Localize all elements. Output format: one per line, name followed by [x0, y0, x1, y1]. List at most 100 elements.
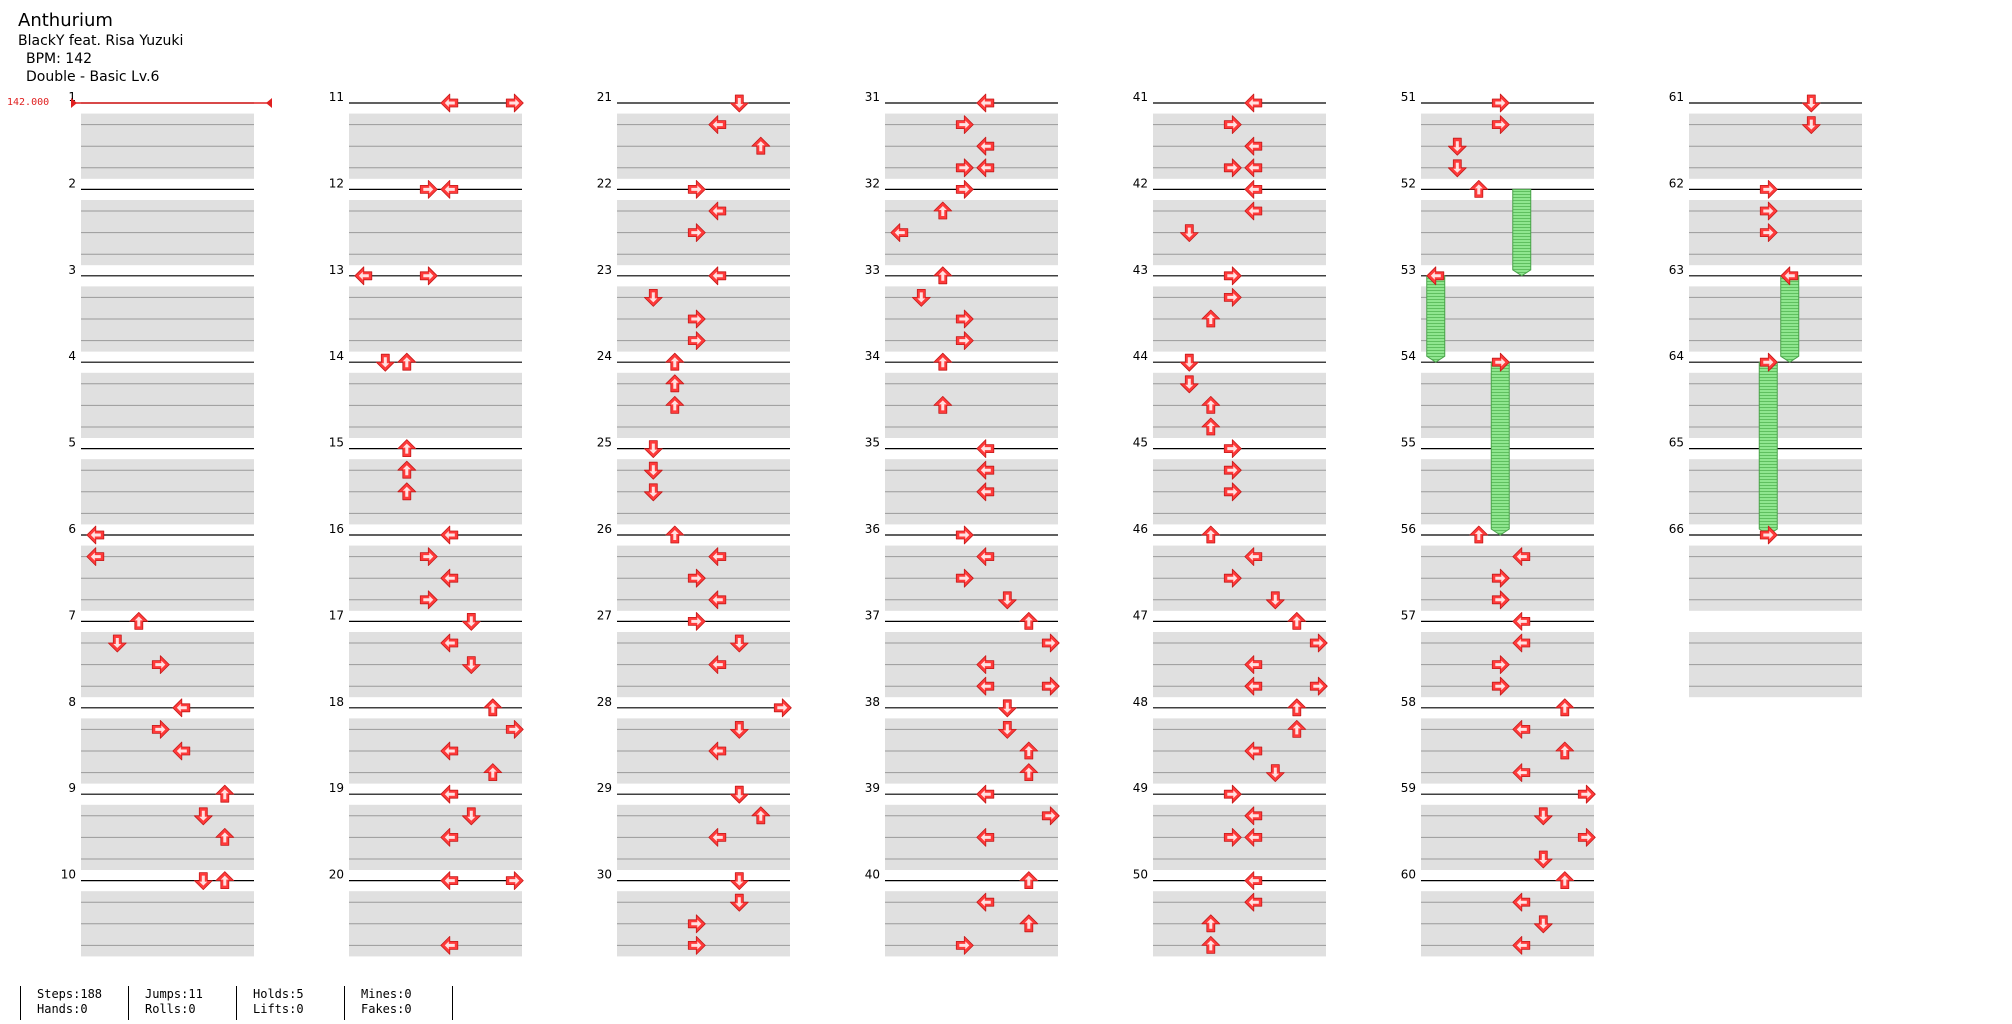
- arrow-left-icon: [354, 266, 373, 286]
- measure-number: 25: [597, 436, 612, 450]
- arrow-up-icon: [751, 136, 771, 155]
- measure-number: 65: [1669, 436, 1684, 450]
- measure-number: 50: [1133, 868, 1148, 882]
- arrow-left-icon: [1244, 179, 1263, 199]
- arrow-right-icon: [955, 525, 974, 545]
- arrow-left-icon: [708, 115, 727, 134]
- measure: 15: [329, 436, 522, 525]
- arrow-left-icon: [1244, 136, 1263, 156]
- arrow-left-icon: [708, 201, 727, 221]
- chart-difficulty: Double - Basic Lv.6: [26, 69, 160, 85]
- measure-number: 54: [1401, 349, 1416, 363]
- arrow-down-icon: [729, 893, 749, 912]
- arrow-down-icon: [1179, 353, 1199, 372]
- arrow-left-icon: [172, 741, 191, 761]
- arrow-left-icon: [976, 547, 995, 566]
- arrow-left-icon: [976, 828, 995, 847]
- measure: 46: [1133, 522, 1326, 611]
- arrow-right-icon: [687, 223, 706, 243]
- measure-number: 38: [865, 695, 880, 709]
- measure: 9: [68, 781, 254, 870]
- arrow-left-icon: [1244, 871, 1263, 890]
- arrow-right-icon: [419, 179, 438, 199]
- arrow-up-icon: [129, 612, 149, 630]
- measure-number: 48: [1133, 695, 1148, 709]
- measure-number: 33: [865, 263, 880, 277]
- measure: 19: [329, 781, 522, 870]
- arrow-right-icon: [1223, 460, 1242, 480]
- arrow-right-icon: [687, 568, 706, 588]
- arrow-up-icon: [1201, 395, 1221, 414]
- arrow-up-icon: [1201, 417, 1221, 436]
- arrow-right-icon: [687, 179, 706, 199]
- measure: [1689, 632, 1862, 698]
- stat-cell: Steps:188 Hands:0: [20, 986, 128, 1020]
- measure: 18: [329, 695, 522, 784]
- arrow-down-icon: [643, 288, 663, 307]
- stat-value: Rolls:0: [145, 1002, 196, 1016]
- arrow-left-icon: [976, 482, 995, 502]
- stat-value: Fakes:0: [361, 1002, 412, 1016]
- arrow-right-icon: [1577, 784, 1596, 804]
- arrow-right-icon: [1491, 676, 1510, 696]
- arrow-right-icon: [687, 309, 706, 329]
- arrow-down-icon: [1533, 915, 1553, 934]
- arrow-up-icon: [1201, 525, 1221, 544]
- measure-number: 29: [597, 781, 612, 795]
- arrow-down-icon: [1265, 764, 1285, 782]
- arrow-left-icon: [440, 871, 459, 890]
- measure: 43: [1133, 263, 1326, 352]
- arrow-up-icon: [1019, 741, 1039, 760]
- arrow-left-icon: [976, 93, 995, 113]
- measure: 29: [597, 781, 790, 870]
- measure-number: 36: [865, 522, 880, 536]
- measure-number: 22: [597, 176, 612, 190]
- measure: 22: [597, 176, 790, 266]
- arrow-up-icon: [1555, 698, 1575, 717]
- stat-cell: Mines:0 Fakes:0: [344, 986, 452, 1020]
- measure: 26: [597, 522, 790, 611]
- arrow-down-icon: [643, 461, 663, 480]
- arrow-up-icon: [665, 525, 685, 544]
- arrow-left-icon: [1512, 936, 1531, 955]
- arrow-down-icon: [911, 288, 931, 307]
- arrow-up-icon: [215, 828, 235, 846]
- arrow-up-icon: [751, 806, 771, 825]
- arrow-left-icon: [976, 460, 995, 480]
- arrow-up-icon: [1201, 936, 1221, 954]
- arrow-down-icon: [1179, 375, 1199, 394]
- measure-number: 41: [1133, 90, 1148, 104]
- arrow-left-icon: [1512, 547, 1531, 566]
- arrow-down-icon: [461, 807, 481, 826]
- arrow-up-icon: [665, 395, 685, 414]
- arrow-right-icon: [1491, 93, 1510, 113]
- arrow-right-icon: [955, 158, 974, 178]
- measure-number: 11: [329, 90, 344, 104]
- arrow-up-icon: [1287, 612, 1307, 630]
- measure-number: 10: [61, 868, 76, 882]
- measure: 66: [1669, 522, 1862, 611]
- arrow-right-icon: [1759, 352, 1778, 372]
- measure: 42: [1133, 176, 1326, 266]
- arrow-down-icon: [729, 785, 749, 804]
- arrow-left-icon: [708, 266, 727, 286]
- arrow-up-icon: [397, 482, 417, 501]
- arrow-right-icon: [419, 266, 438, 286]
- arrow-right-icon: [1759, 201, 1778, 221]
- measure-number: 53: [1401, 263, 1416, 277]
- measure-number: 64: [1669, 349, 1684, 363]
- arrow-right-icon: [1223, 266, 1242, 286]
- measure-number: 26: [597, 522, 612, 536]
- arrow-right-icon: [1577, 828, 1596, 847]
- measure: 58: [1401, 695, 1594, 784]
- measure: 11: [329, 90, 522, 179]
- arrow-left-icon: [708, 547, 727, 566]
- measure-number: 42: [1133, 176, 1148, 190]
- arrow-right-icon: [687, 331, 706, 351]
- arrow-down-icon: [375, 353, 395, 372]
- arrow-left-icon: [86, 547, 105, 566]
- measure-number: 15: [329, 436, 344, 450]
- arrow-left-icon: [172, 698, 191, 718]
- arrow-left-icon: [1244, 806, 1263, 826]
- arrow-up-icon: [665, 374, 685, 393]
